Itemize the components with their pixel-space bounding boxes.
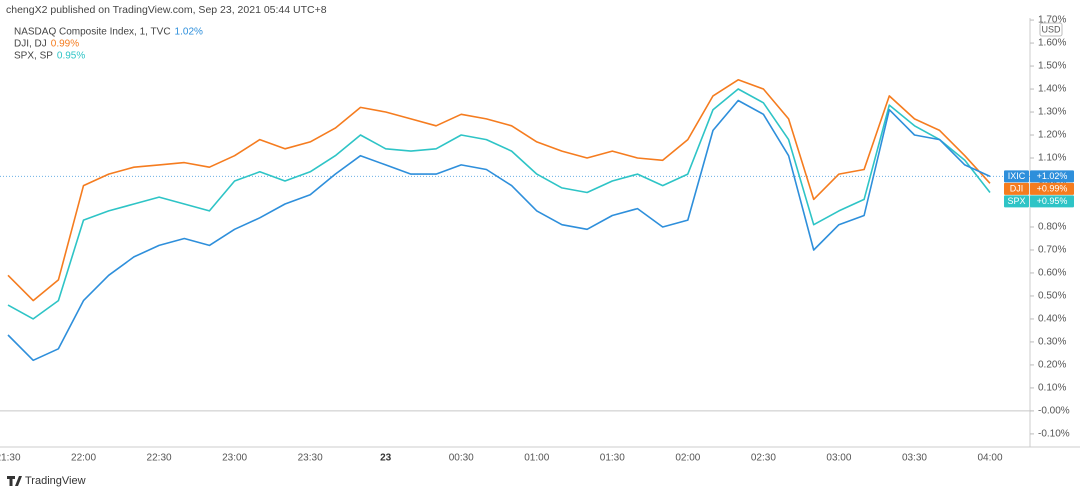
badge-value-bg [1030,195,1074,208]
footer-logo [7,476,22,486]
y-tick-label: 0.70% [1038,245,1066,256]
y-tick-label: 1.70% [1038,15,1066,26]
y-tick-label: 0.50% [1038,291,1066,302]
badge-name-bg [1004,170,1029,183]
y-tick-label: 1.10% [1038,153,1066,164]
badge-name: IXIC [1008,171,1026,181]
y-tick-label: 0.60% [1038,268,1066,279]
x-tick-label: 21:30 [0,453,21,464]
x-tick-label: 00:30 [449,453,474,464]
x-tick-label: 01:00 [524,453,549,464]
y-tick-label: 1.20% [1038,130,1066,141]
y-tick-label: 0.10% [1038,383,1066,394]
y-tick-label: 1.50% [1038,61,1066,72]
x-tick-label: 04:00 [977,453,1002,464]
y-tick-label: 0.80% [1038,222,1066,233]
y-tick-label: 1.60% [1038,38,1066,49]
y-tick-label: 1.30% [1038,107,1066,118]
x-tick-label: 23:30 [298,453,323,464]
x-tick-label: 03:00 [826,453,851,464]
x-tick-label: 22:30 [147,453,172,464]
legend-value: 1.02% [175,27,203,38]
badge-value: +0.95% [1037,196,1068,206]
footer: TradingView [25,475,86,487]
legend-value: 0.95% [57,51,85,62]
legend-name: NASDAQ Composite Index, 1, TVC [14,27,171,38]
badge-name-bg [1004,195,1029,208]
y-tick-label: 1.40% [1038,84,1066,95]
badge-name-bg [1004,182,1029,195]
badge-value-bg [1030,170,1074,183]
series-line [7,88,991,320]
legend-name: SPX, SP [14,51,53,62]
legend-name: DJI, DJ [14,39,47,50]
legend-value: 0.99% [51,39,79,50]
x-tick-label: 02:30 [751,453,776,464]
badge-value: +1.02% [1037,171,1068,181]
y-tick-label: -0.00% [1038,406,1070,417]
x-tick-label: 01:30 [600,453,625,464]
y-unit: USD [1041,24,1061,34]
badge-name: SPX [1007,196,1025,206]
chart-title: chengX2 published on TradingView.com, Se… [6,4,327,16]
y-tick-label: -0.10% [1038,429,1070,440]
badge-value-bg [1030,182,1074,195]
badge-name: DJI [1010,183,1024,193]
badge-value: +0.99% [1037,183,1068,193]
x-tick-label: 23 [380,453,392,464]
x-tick-label: 03:30 [902,453,927,464]
y-tick-label: 0.20% [1038,360,1066,371]
series-line [7,79,991,302]
y-tick-label: 0.30% [1038,337,1066,348]
unit-box [1039,22,1063,37]
x-tick-label: 22:00 [71,453,96,464]
y-tick-label: 0.40% [1038,314,1066,325]
x-tick-label: 02:00 [675,453,700,464]
x-tick-label: 23:00 [222,453,247,464]
series-line [7,99,991,362]
